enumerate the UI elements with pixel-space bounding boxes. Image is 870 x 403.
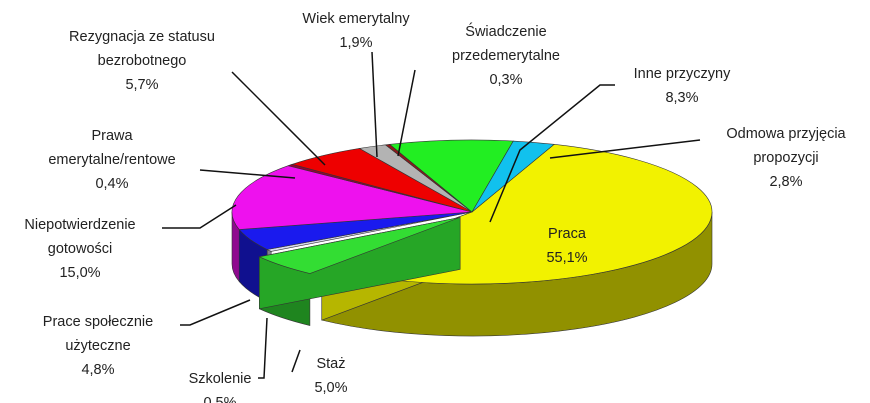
leader [549, 139, 701, 159]
leader [258, 317, 268, 379]
leader [397, 69, 416, 157]
slice-label: Wiek emerytalny [302, 11, 410, 27]
slice [231, 165, 473, 230]
leader [231, 71, 326, 166]
leader [180, 299, 251, 326]
slice-label: Inne przyczyny [633, 66, 731, 82]
leader [291, 349, 301, 373]
exploded-slice [258, 217, 461, 326]
slice [258, 217, 461, 274]
value-label: 4,8% [81, 362, 115, 378]
slice [471, 140, 555, 213]
value-label: 2,8% [769, 174, 803, 190]
leader-lines [162, 51, 701, 379]
slice-label: Prawa emerytalne/rentowe [48, 128, 176, 168]
leader [371, 51, 378, 158]
value-label: 8,3% [665, 90, 699, 106]
value-label: 0,5% [203, 395, 237, 403]
leader [489, 84, 615, 223]
leader [162, 204, 237, 229]
slice-label: Niepotwierdzenie gotowości [24, 217, 136, 257]
slice-label: Szkolenie [188, 371, 252, 387]
slice-label: Praca [548, 226, 586, 242]
slice-label: Rezygnacja ze statusu bezrobotnego [69, 29, 215, 69]
leader [199, 169, 296, 179]
value-label: 0,3% [489, 72, 523, 88]
value-label: 55,1% [546, 250, 588, 266]
slice-label: Staż [316, 356, 346, 372]
value-label: 15,0% [59, 265, 101, 281]
slice-label: Prace społecznie użyteczne [42, 314, 154, 354]
value-label: 0,4% [95, 176, 129, 192]
value-label: 5,7% [125, 77, 159, 93]
slice-label: Odmowa przyjęcia propozycji [726, 126, 846, 166]
value-label: 1,9% [339, 35, 373, 51]
value-label: 5,0% [314, 380, 348, 396]
slice-label: Świadczenie przedemerytalne [452, 24, 560, 64]
